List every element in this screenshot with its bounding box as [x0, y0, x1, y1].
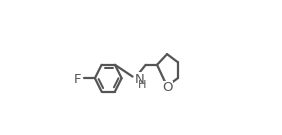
Text: O: O	[162, 81, 172, 94]
Text: N: N	[135, 72, 145, 85]
Text: F: F	[74, 73, 81, 86]
Text: H: H	[138, 80, 146, 90]
